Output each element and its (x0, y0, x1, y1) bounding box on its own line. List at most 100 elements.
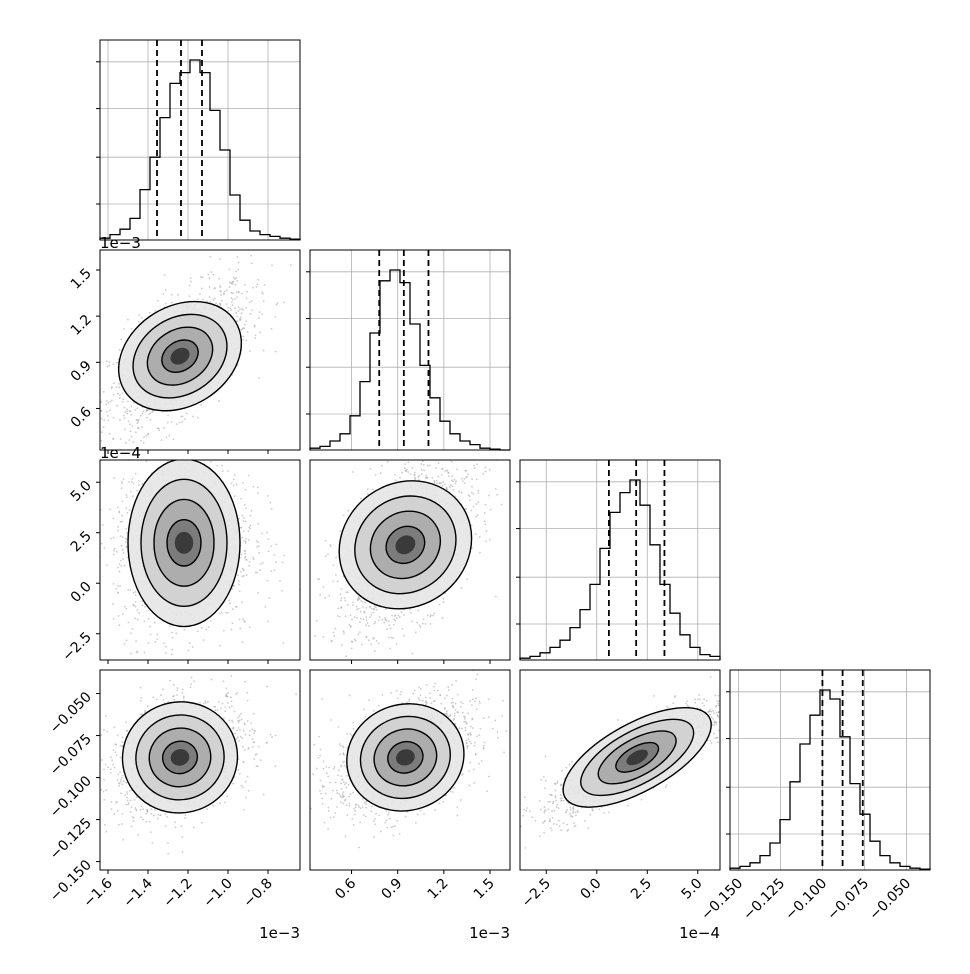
sample-point (229, 282, 231, 284)
sample-point (330, 664, 332, 666)
sample-point (476, 478, 478, 480)
sample-point (95, 773, 97, 775)
sample-point (343, 630, 345, 632)
sample-point (242, 515, 244, 517)
sample-point (375, 606, 377, 608)
sample-point (230, 292, 232, 294)
sample-point (147, 455, 149, 457)
sample-point (250, 313, 252, 315)
sample-point (458, 432, 460, 434)
sample-point (116, 551, 118, 553)
sample-point (345, 655, 347, 657)
sample-point (218, 400, 220, 402)
sample-point (245, 521, 247, 523)
sample-point (103, 419, 105, 421)
sample-point (283, 302, 285, 304)
sample-point (471, 486, 473, 488)
sample-point (146, 457, 148, 459)
sample-point (407, 461, 409, 463)
sample-point (432, 433, 434, 435)
density-fill (175, 532, 193, 554)
sample-point (227, 612, 229, 614)
sample-point (351, 619, 353, 621)
sample-point (214, 298, 216, 300)
sample-point (199, 702, 201, 704)
sample-point (113, 394, 115, 396)
sample-point (234, 495, 236, 497)
sample-point (125, 528, 127, 530)
sample-point (121, 500, 123, 502)
sample-point (249, 528, 251, 530)
sample-point (435, 467, 437, 469)
sample-point (328, 595, 330, 597)
sample-point (267, 538, 269, 540)
sample-point (251, 262, 253, 264)
sample-point (352, 471, 354, 473)
sample-point (165, 646, 167, 648)
sample-point (441, 468, 443, 470)
sample-point (143, 442, 145, 444)
sample-point (466, 470, 468, 472)
sample-point (485, 471, 487, 473)
sample-point (242, 618, 244, 620)
sample-point (179, 422, 181, 424)
sample-point (261, 533, 263, 535)
sample-point (175, 446, 177, 448)
sample-point (142, 808, 144, 810)
sample-point (243, 517, 245, 519)
sample-point (270, 570, 272, 572)
sample-point (157, 300, 159, 302)
sample-point (471, 478, 473, 480)
sample-point (425, 477, 427, 479)
sample-point (215, 709, 217, 711)
sample-point (257, 279, 259, 281)
sample-point (127, 319, 129, 321)
sample-point (228, 719, 230, 721)
sample-point (213, 453, 215, 455)
sample-point (324, 597, 326, 599)
sample-point (473, 420, 475, 422)
sample-point (420, 456, 422, 458)
sample-point (374, 621, 376, 623)
sample-point (370, 643, 372, 645)
sample-point (117, 526, 119, 528)
sample-point (231, 705, 233, 707)
sample-point (363, 611, 365, 613)
sample-point (238, 292, 240, 294)
sample-point (479, 536, 481, 538)
sample-point (368, 639, 370, 641)
sample-point (450, 458, 452, 460)
sample-point (485, 504, 487, 506)
sample-point (151, 842, 153, 844)
sample-point (427, 615, 429, 617)
sample-point (219, 645, 221, 647)
sample-point (228, 268, 230, 270)
sample-point (126, 410, 128, 412)
sample-point (125, 782, 127, 784)
sample-point (337, 615, 339, 617)
sample-point (276, 304, 278, 306)
sample-point (473, 465, 475, 467)
sample-point (238, 580, 240, 582)
sample-point (149, 626, 151, 628)
sample-point (388, 621, 390, 623)
sample-point (174, 821, 176, 823)
sample-point (426, 452, 428, 454)
sample-point (440, 451, 442, 453)
sample-point (113, 550, 115, 552)
sample-point (241, 312, 243, 314)
sample-point (158, 661, 160, 663)
sample-point (348, 624, 350, 626)
sample-point (340, 600, 342, 602)
sample-point (154, 809, 156, 811)
sample-point (252, 557, 254, 559)
sample-point (230, 444, 232, 446)
sample-point (258, 545, 260, 547)
sample-point (245, 489, 247, 491)
sample-point (221, 611, 223, 613)
sample-point (211, 271, 213, 273)
sample-point (490, 509, 492, 511)
sample-point (124, 565, 126, 567)
sample-point (390, 454, 392, 456)
sample-point (124, 417, 126, 419)
